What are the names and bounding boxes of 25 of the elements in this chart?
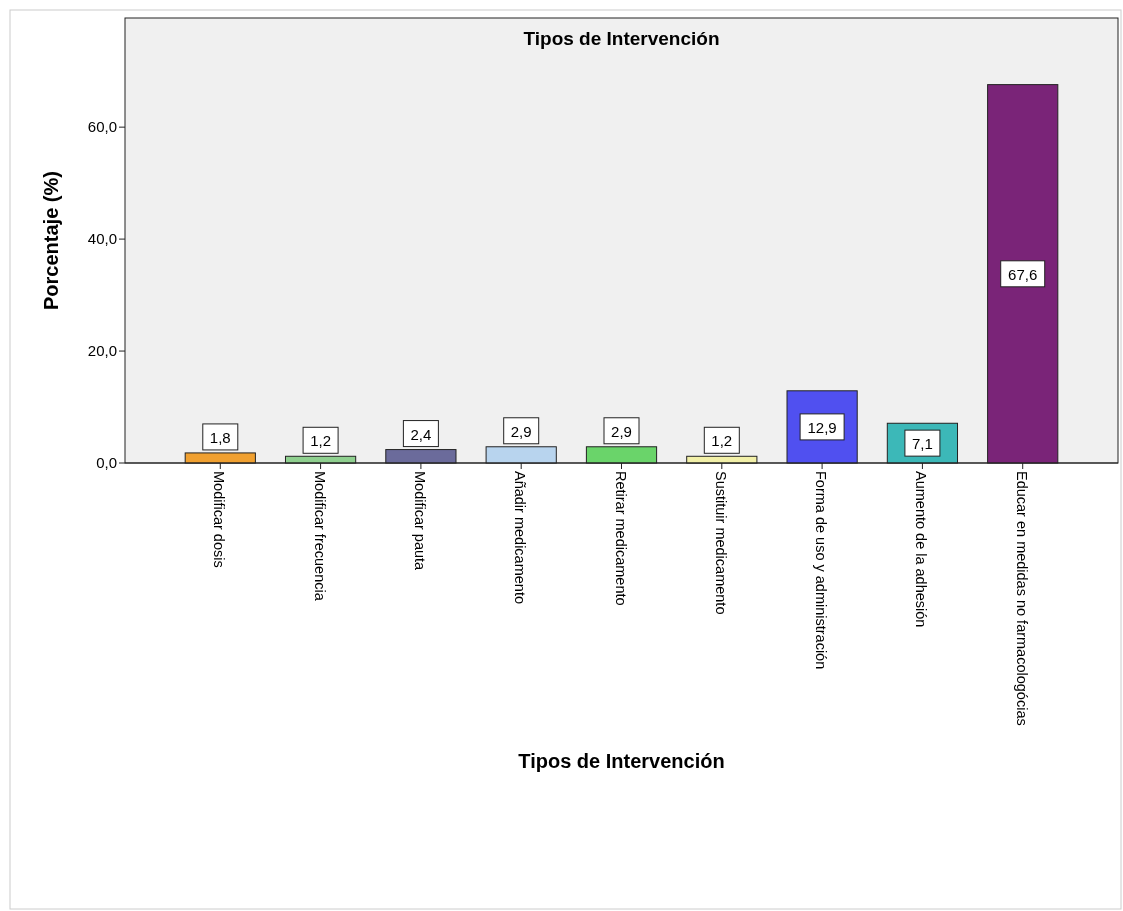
data-label: 2,9: [510, 422, 532, 440]
data-label: 1,2: [711, 432, 733, 450]
data-label: 2,9: [611, 422, 632, 440]
data-label: 7,1: [911, 435, 933, 453]
x-tick-label: Educar en medidas no farmacologócias: [1013, 471, 1030, 726]
x-tick-label: Modificar pauta: [411, 471, 428, 572]
data-label: 67,6: [1008, 265, 1038, 283]
x-tick-label: Retirar medicamento: [612, 471, 629, 606]
y-tick-label: 0,0: [96, 454, 117, 471]
x-tick-label: Sustituir medicamento: [712, 471, 729, 615]
data-label: 12,9: [807, 418, 837, 436]
y-axis-title: Porcentaje (%): [40, 171, 62, 310]
x-axis-title: Tipos de Intervención: [518, 750, 725, 772]
y-tick-label: 20,0: [87, 342, 117, 360]
x-tick-label: Aumento de la adhesión: [913, 471, 930, 628]
x-tick-label: Modificar dosis: [211, 471, 228, 568]
x-tick-label: Forma de uso y administración: [813, 471, 830, 670]
data-label: 1,8: [209, 428, 231, 446]
text: Tipos de Intervención: [523, 28, 720, 49]
y-tick-label: 40,0: [87, 230, 117, 248]
y-tick-label: 60,0: [87, 118, 117, 136]
data-label: 1,2: [310, 432, 332, 450]
x-tick-label: Añadir medicamento: [512, 471, 529, 604]
x-tick-label: Modificar frecuencia: [311, 471, 328, 602]
data-label: 2,4: [410, 425, 432, 443]
